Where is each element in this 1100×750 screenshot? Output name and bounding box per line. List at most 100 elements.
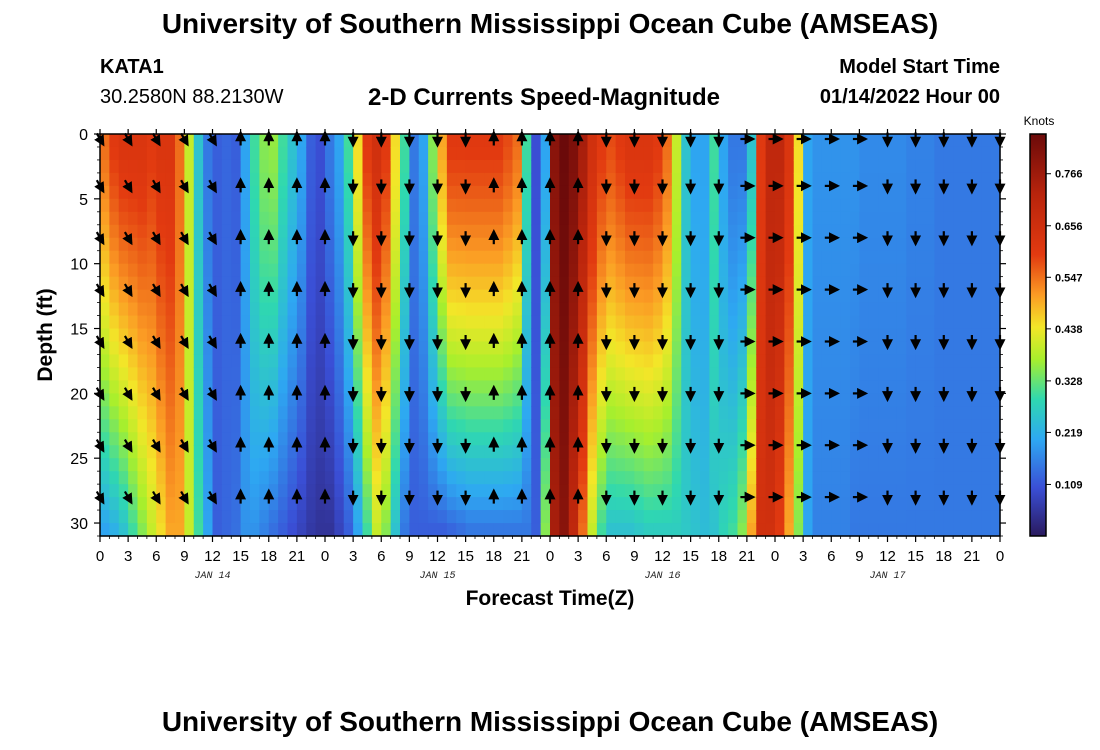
heat-cell: [118, 367, 129, 381]
heat-cell: [700, 419, 710, 433]
heat-cell: [934, 211, 945, 226]
heat-cell: [146, 471, 157, 485]
heat-cell: [465, 328, 476, 343]
heat-cell: [221, 419, 232, 433]
heat-cell: [587, 315, 598, 330]
heat-cell: [887, 302, 898, 317]
heat-cell: [690, 263, 701, 278]
heat-cell: [812, 432, 823, 446]
heat-cell: [240, 211, 251, 226]
heat-cell: [512, 406, 523, 420]
heat-cell: [268, 484, 279, 498]
heat-cell: [334, 328, 345, 343]
heat-cell: [250, 237, 260, 252]
heat-cell: [728, 198, 739, 213]
heat-cell: [840, 211, 851, 226]
heat-cell: [718, 172, 729, 187]
heat-cell: [118, 432, 129, 446]
heat-cell: [400, 406, 410, 420]
heat-cell: [700, 146, 710, 161]
heat-cell: [728, 302, 739, 317]
heat-cell: [296, 354, 307, 369]
heat-cell: [137, 276, 148, 291]
current-arrow: [178, 132, 189, 147]
heat-cell: [568, 289, 579, 304]
heat-cell: [850, 172, 860, 187]
heat-cell: [737, 315, 748, 330]
heat-cell: [503, 224, 514, 239]
heat-cell: [709, 328, 720, 343]
heat-cell: [287, 211, 298, 226]
heat-cell: [390, 302, 401, 317]
heat-cell: [400, 159, 410, 174]
heat-cell: [100, 419, 110, 433]
heat-cell: [437, 263, 448, 278]
heat-cell: [437, 510, 448, 524]
heat-cell: [409, 380, 420, 394]
heat-cell: [784, 328, 795, 343]
heat-cell: [737, 497, 748, 511]
heat-cell: [184, 198, 195, 213]
heat-cell: [325, 380, 335, 394]
y-tick-label: 20: [70, 386, 88, 403]
x-tick-label: 0: [996, 548, 1004, 565]
heat-cell: [203, 185, 214, 200]
heat-cell: [915, 406, 926, 420]
heat-cell: [306, 393, 317, 407]
current-arrow: [178, 387, 189, 401]
heat-cell: [587, 237, 598, 252]
heat-cell: [700, 523, 710, 537]
heat-cell: [812, 159, 823, 174]
heat-cell: [362, 146, 373, 161]
heat-cell: [596, 211, 607, 226]
heat-cell: [184, 134, 195, 148]
heat-cell: [878, 172, 889, 187]
heat-cell: [221, 471, 232, 485]
heat-cell: [653, 510, 664, 524]
heat-cell: [175, 302, 185, 317]
heat-cell: [718, 289, 729, 304]
heat-cell: [493, 198, 504, 213]
heat-cell: [765, 510, 776, 524]
heat-cell: [250, 484, 260, 498]
heat-cell: [625, 380, 635, 394]
heat-cell: [568, 263, 579, 278]
heat-cell: [653, 458, 664, 472]
heat-cell: [831, 497, 842, 511]
heat-cell: [521, 198, 532, 213]
heat-cell: [578, 134, 589, 148]
heat-cell: [118, 445, 129, 459]
heat-cell: [784, 211, 795, 226]
heat-cell: [428, 380, 439, 394]
heat-cell: [315, 445, 326, 459]
heat-cell: [193, 185, 204, 200]
heat-cell: [690, 406, 701, 420]
heat-cell: [681, 367, 692, 381]
heat-cell: [334, 380, 345, 394]
heat-cell: [325, 341, 335, 356]
heat-cell: [203, 146, 214, 161]
heat-cell: [362, 406, 373, 420]
heat-cell: [746, 276, 757, 291]
heat-cell: [203, 354, 214, 369]
heat-cell: [381, 367, 392, 381]
heat-cell: [812, 380, 823, 394]
heat-cell: [878, 354, 889, 369]
heat-cell: [653, 211, 664, 226]
heat-cell: [531, 289, 542, 304]
heat-cell: [775, 432, 785, 446]
heat-cell: [259, 354, 270, 369]
heat-cell: [765, 458, 776, 472]
heat-cell: [465, 432, 476, 446]
heat-cell: [775, 393, 785, 407]
heat-cell: [240, 354, 251, 369]
heat-cell: [550, 484, 560, 498]
heat-cell: [971, 354, 982, 369]
heat-cell: [165, 445, 176, 459]
heat-cell: [221, 237, 232, 252]
heat-cell: [212, 146, 223, 161]
heat-cell: [315, 159, 326, 174]
heat-cell: [756, 289, 767, 304]
heat-cell: [175, 289, 185, 304]
heat-cell: [662, 302, 673, 317]
